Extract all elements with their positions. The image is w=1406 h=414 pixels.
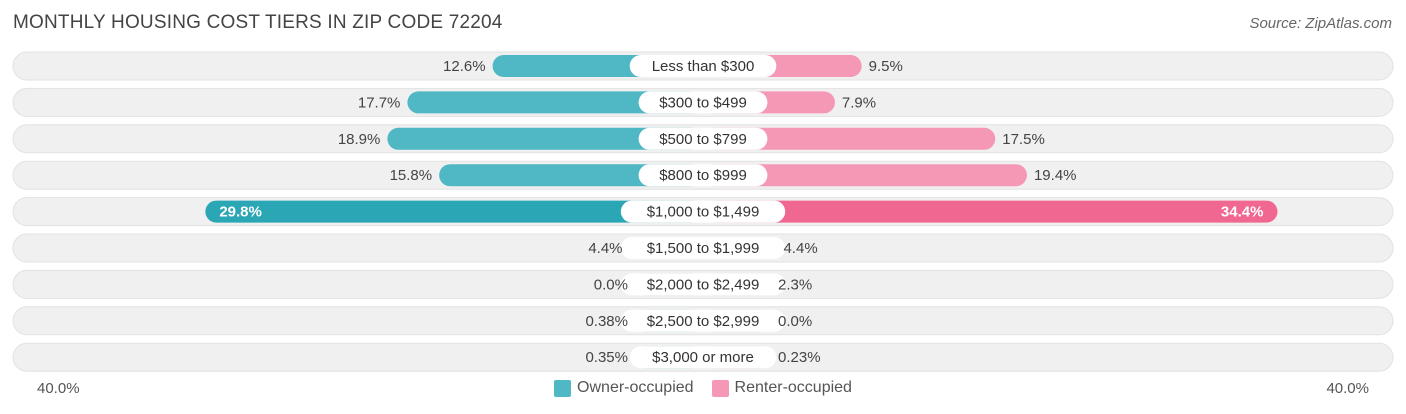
renter-value-label: 2.3% xyxy=(778,276,812,293)
category-label: $500 to $799 xyxy=(659,131,747,148)
owner-value-label: 15.8% xyxy=(390,167,433,184)
owner-value-label: 29.8% xyxy=(219,204,262,221)
category-label-pill xyxy=(620,237,786,259)
renter-value-label: 9.5% xyxy=(869,58,903,75)
legend-swatch-owner xyxy=(554,379,572,397)
category-label-pill xyxy=(638,91,768,114)
category-label-pill xyxy=(620,200,786,223)
owner-bar xyxy=(387,127,703,150)
renter-value-label: 0.23% xyxy=(778,349,821,366)
owner-bar xyxy=(205,200,703,223)
category-label: $1,000 to $1,499 xyxy=(647,204,760,221)
renter-bar xyxy=(703,200,1278,223)
axis-label-left: 40.0% xyxy=(37,380,80,397)
category-label: $1,500 to $1,999 xyxy=(647,240,760,257)
renter-value-label: 4.4% xyxy=(783,240,817,257)
renter-value-label: 19.4% xyxy=(1034,167,1077,184)
renter-value-label: 7.9% xyxy=(842,94,876,111)
legend-label-renter: Renter-occupied xyxy=(734,379,852,396)
renter-bar xyxy=(703,164,1027,187)
owner-value-label: 18.9% xyxy=(338,131,381,148)
legend-item-owner: Owner-occupied xyxy=(554,379,694,397)
category-label: $800 to $999 xyxy=(659,167,747,184)
owner-value-label: 0.35% xyxy=(585,349,628,366)
owner-value-label: 4.4% xyxy=(588,240,622,257)
legend: Owner-occupied Renter-occupied xyxy=(0,379,1406,397)
legend-item-renter: Renter-occupied xyxy=(711,379,852,397)
renter-value-label: 34.4% xyxy=(1221,204,1264,221)
category-label: $2,000 to $2,499 xyxy=(647,276,760,293)
category-label: Less than $300 xyxy=(652,58,755,75)
chart-title: MONTHLY HOUSING COST TIERS IN ZIP CODE 7… xyxy=(13,12,503,33)
renter-bar xyxy=(703,127,996,150)
owner-bar xyxy=(407,91,703,114)
owner-bar xyxy=(439,164,703,187)
legend-label-owner: Owner-occupied xyxy=(577,379,694,396)
category-label-pill xyxy=(638,164,768,187)
owner-value-label: 0.38% xyxy=(585,313,628,330)
category-label-pill xyxy=(620,309,786,332)
axis-label-right: 40.0% xyxy=(1326,380,1369,397)
legend-swatch-renter xyxy=(711,379,729,397)
category-label-pill xyxy=(620,273,786,296)
owner-value-label: 12.6% xyxy=(443,58,486,75)
renter-value-label: 17.5% xyxy=(1002,131,1045,148)
owner-value-label: 17.7% xyxy=(358,94,401,111)
renter-value-label: 0.0% xyxy=(778,313,812,330)
owner-value-label: 0.0% xyxy=(594,276,628,293)
category-label-pill xyxy=(629,346,777,369)
category-label-pill xyxy=(638,127,768,150)
category-label: $300 to $499 xyxy=(659,94,747,111)
category-label: $2,500 to $2,999 xyxy=(647,313,760,330)
diverging-bar-chart: Less than $300 12.6% 9.5% $300 to $499 17.7%… xyxy=(12,51,1394,372)
category-label: $3,000 or more xyxy=(652,349,754,366)
source-credit: Source: ZipAtlas.com xyxy=(1249,15,1392,32)
category-label-pill xyxy=(629,55,777,77)
